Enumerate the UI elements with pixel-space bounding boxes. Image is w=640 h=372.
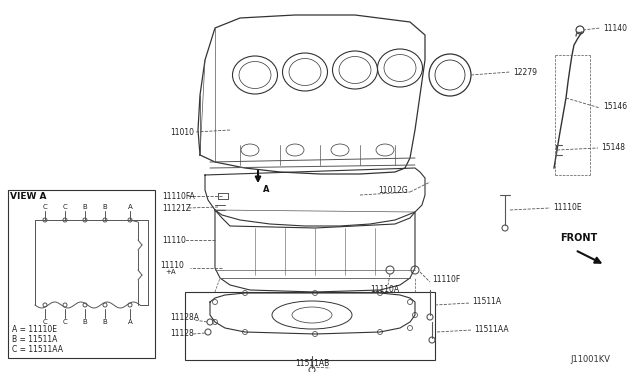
Text: C: C (63, 204, 67, 210)
Bar (8, 190, 155, 358)
Text: C: C (43, 319, 47, 325)
Text: A: A (127, 319, 132, 325)
Text: 11511AA: 11511AA (474, 324, 509, 334)
Text: 11110F: 11110F (432, 276, 460, 285)
Text: 11012G: 11012G (378, 186, 408, 195)
Text: 11110E: 11110E (553, 202, 582, 212)
Text: J11001KV: J11001KV (570, 356, 610, 365)
Text: 11128A: 11128A (170, 314, 199, 323)
Text: 11110A: 11110A (370, 285, 399, 295)
Text: 11110FA: 11110FA (162, 192, 195, 201)
Text: +A: +A (165, 269, 175, 275)
Text: A: A (263, 185, 269, 193)
Text: 11128: 11128 (170, 328, 194, 337)
Text: B: B (83, 204, 88, 210)
Text: B: B (102, 204, 108, 210)
Text: C: C (63, 319, 67, 325)
Text: B: B (83, 319, 88, 325)
Text: 15146: 15146 (603, 102, 627, 110)
Text: 11121Z: 11121Z (162, 203, 191, 212)
Text: 15148: 15148 (601, 142, 625, 151)
Text: VIEW A: VIEW A (10, 192, 47, 201)
Text: 11140: 11140 (603, 23, 627, 32)
Text: 11110: 11110 (160, 260, 184, 269)
Bar (185, 292, 435, 360)
Text: C = 11511AA: C = 11511AA (12, 346, 63, 355)
Text: B: B (102, 319, 108, 325)
Text: 11010: 11010 (170, 128, 194, 137)
Text: C: C (43, 204, 47, 210)
Text: A: A (127, 204, 132, 210)
Text: 11511AB: 11511AB (295, 359, 329, 368)
Text: A = 11110E: A = 11110E (12, 326, 57, 334)
Text: B = 11511A: B = 11511A (12, 336, 58, 344)
Text: 11511A: 11511A (472, 298, 501, 307)
Text: 12279: 12279 (513, 67, 537, 77)
Text: FRONT: FRONT (560, 233, 597, 243)
Text: 11110: 11110 (162, 235, 186, 244)
